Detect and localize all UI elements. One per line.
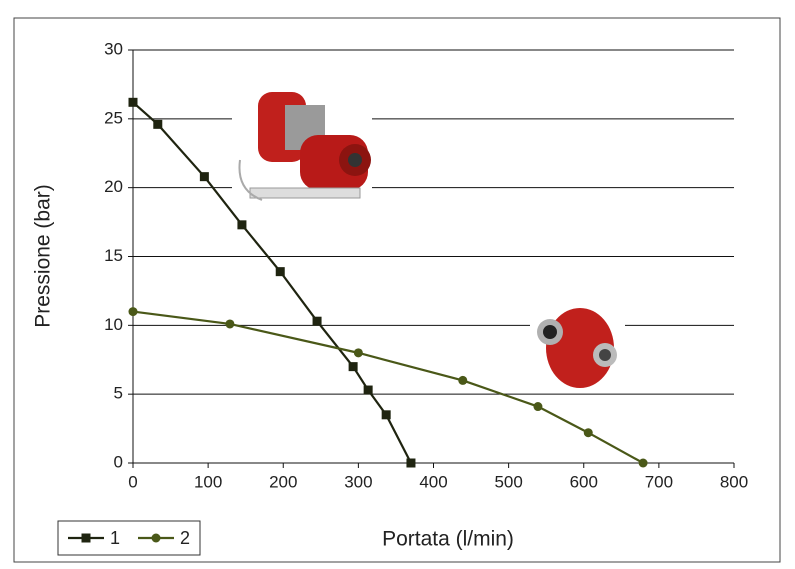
x-tick-label: 600 [570, 472, 598, 491]
marker [363, 385, 373, 395]
x-tick-label: 800 [720, 472, 748, 491]
marker [381, 410, 391, 420]
x-axis-label: Portata (l/min) [382, 528, 514, 551]
marker [353, 348, 363, 358]
marker [312, 316, 322, 326]
marker [348, 362, 358, 372]
marker [583, 428, 593, 438]
legend-box [57, 520, 201, 556]
x-tick-label: 300 [344, 472, 372, 491]
y-tick-label: 25 [104, 108, 123, 127]
legend-label: 1 [110, 528, 120, 548]
y-axis-label: Pressione (bar) [32, 184, 55, 328]
y-tick-label: 10 [104, 315, 123, 334]
x-tick-label: 100 [194, 472, 222, 491]
marker [406, 458, 416, 468]
marker [225, 319, 235, 329]
pump-image-2 [530, 300, 625, 392]
marker [237, 220, 247, 230]
x-tick-label: 200 [269, 472, 297, 491]
series-line [132, 101, 412, 464]
pump-image-1 [232, 82, 372, 210]
x-tick-label: 400 [419, 472, 447, 491]
y-tick-label: 30 [104, 39, 123, 58]
y-tick-label: 0 [114, 452, 123, 471]
marker [153, 119, 163, 129]
x-tick-label: 0 [128, 472, 137, 491]
y-tick-label: 5 [114, 384, 123, 403]
marker [275, 267, 285, 277]
marker [533, 402, 543, 412]
marker [638, 458, 648, 468]
y-tick-label: 15 [104, 246, 123, 265]
marker [458, 375, 468, 385]
marker [81, 533, 91, 543]
x-tick-label: 500 [494, 472, 522, 491]
x-tick-label: 700 [645, 472, 673, 491]
marker [128, 97, 138, 107]
y-tick-label: 20 [104, 177, 123, 196]
marker [199, 172, 209, 182]
marker [151, 533, 161, 543]
legend-label: 2 [180, 528, 190, 548]
marker [128, 307, 138, 317]
